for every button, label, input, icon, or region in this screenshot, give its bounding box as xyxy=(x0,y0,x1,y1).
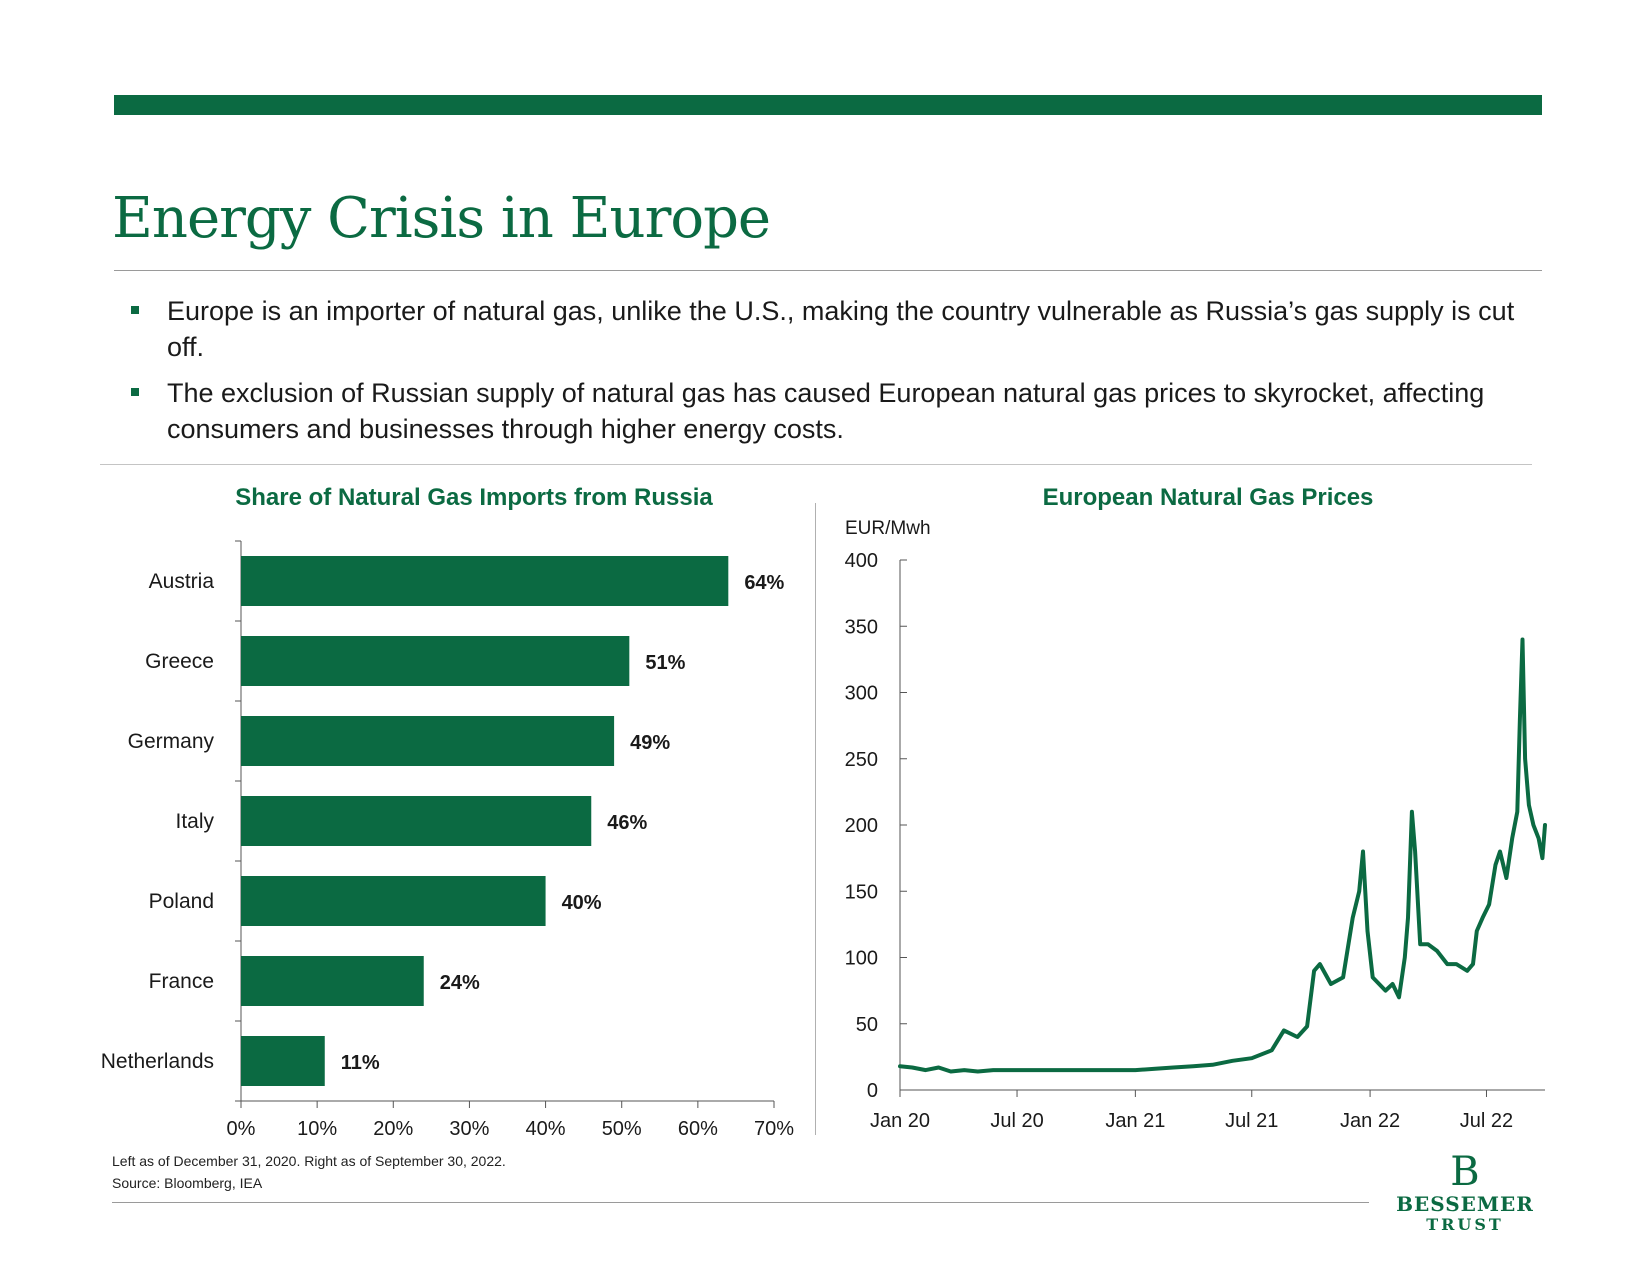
bullet-item: The exclusion of Russian supply of natur… xyxy=(128,375,1528,447)
bar xyxy=(241,716,615,766)
line-chart-y-tick-label: 50 xyxy=(856,1014,878,1036)
logo-name: BESSEMER xyxy=(1396,1192,1534,1216)
bar-data-label: 24% xyxy=(440,972,480,994)
line-chart-x-tick-label: Jul 21 xyxy=(1225,1110,1278,1132)
bar xyxy=(241,956,424,1006)
title-divider xyxy=(114,270,1542,271)
section-divider xyxy=(100,464,1532,465)
line-chart-title: European Natural Gas Prices xyxy=(1042,484,1374,511)
bar-chart-title: Share of Natural Gas Imports from Russia xyxy=(235,484,713,511)
bar-category-label: Germany xyxy=(128,730,215,753)
bar xyxy=(241,796,592,846)
bar-chart-x-tick-label: 70% xyxy=(754,1118,794,1140)
bar xyxy=(241,1036,325,1086)
bar-data-label: 40% xyxy=(562,892,602,914)
line-chart-y-tick-label: 200 xyxy=(845,815,878,837)
bar-chart-x-tick-label: 0% xyxy=(227,1118,256,1140)
bar-data-label: 51% xyxy=(645,652,685,674)
bar-data-label: 49% xyxy=(630,732,670,754)
bessemer-trust-logo: B BESSEMER TRUST xyxy=(1390,1152,1540,1234)
bar xyxy=(241,876,546,926)
bar-chart-x-tick-label: 60% xyxy=(678,1118,718,1140)
bar-category-label: Italy xyxy=(175,810,214,833)
line-chart-x-tick-label: Jul 22 xyxy=(1460,1110,1513,1132)
bar xyxy=(241,556,729,606)
line-chart-x-tick-label: Jan 22 xyxy=(1340,1110,1400,1132)
line-chart-y-tick-label: 300 xyxy=(845,683,878,705)
bar-chart-x-tick-label: 40% xyxy=(526,1118,566,1140)
footer-divider xyxy=(112,1202,1369,1203)
logo-sub: TRUST xyxy=(1426,1215,1504,1234)
line-chart-x-tick-label: Jul 20 xyxy=(990,1110,1043,1132)
price-series-line xyxy=(898,637,1547,1074)
square-bullet-icon xyxy=(131,388,139,396)
bar-chart-x-tick-label: 50% xyxy=(602,1118,642,1140)
bar-data-label: 46% xyxy=(607,812,647,834)
square-bullet-icon xyxy=(131,306,139,314)
page-title: Energy Crisis in Europe xyxy=(112,186,771,251)
line-chart-y-tick-label: 100 xyxy=(845,948,878,970)
bar-chart-x-tick-label: 10% xyxy=(297,1118,337,1140)
bar-category-label: Poland xyxy=(149,890,214,913)
bar-data-label: 64% xyxy=(744,572,784,594)
bar-category-label: Netherlands xyxy=(101,1050,214,1073)
chart-divider xyxy=(815,503,816,1135)
footnote-source: Source: Bloomberg, IEA xyxy=(112,1175,263,1191)
bullet-list: Europe is an importer of natural gas, un… xyxy=(128,293,1528,457)
bar-category-label: Greece xyxy=(145,650,214,673)
bar-chart-x-tick-label: 30% xyxy=(449,1118,489,1140)
bar-chart-x-tick-label: 20% xyxy=(373,1118,413,1140)
bar-category-label: France xyxy=(149,970,214,993)
line-chart-x-tick-label: Jan 20 xyxy=(870,1110,930,1132)
line-chart-y-axis-label: EUR/Mwh xyxy=(845,518,931,539)
bar xyxy=(241,636,630,686)
line-chart-x-tick-label: Jan 21 xyxy=(1105,1110,1165,1132)
line-chart-y-tick-label: 0 xyxy=(867,1080,878,1102)
bullet-text: The exclusion of Russian supply of natur… xyxy=(167,378,1485,444)
bullet-item: Europe is an importer of natural gas, un… xyxy=(128,293,1528,365)
footnote-date: Left as of December 31, 2020. Right as o… xyxy=(112,1153,506,1169)
line-chart-y-tick-label: 400 xyxy=(845,550,878,572)
bar-data-label: 11% xyxy=(341,1052,380,1074)
bullet-text: Europe is an importer of natural gas, un… xyxy=(167,296,1515,362)
top-accent-bar xyxy=(114,95,1542,115)
logo-mark: B xyxy=(1450,1149,1480,1195)
line-chart-y-tick-label: 150 xyxy=(845,881,878,903)
bar-category-label: Austria xyxy=(149,570,215,593)
line-chart-y-tick-label: 350 xyxy=(845,616,878,638)
line-chart-y-tick-label: 250 xyxy=(845,749,878,771)
